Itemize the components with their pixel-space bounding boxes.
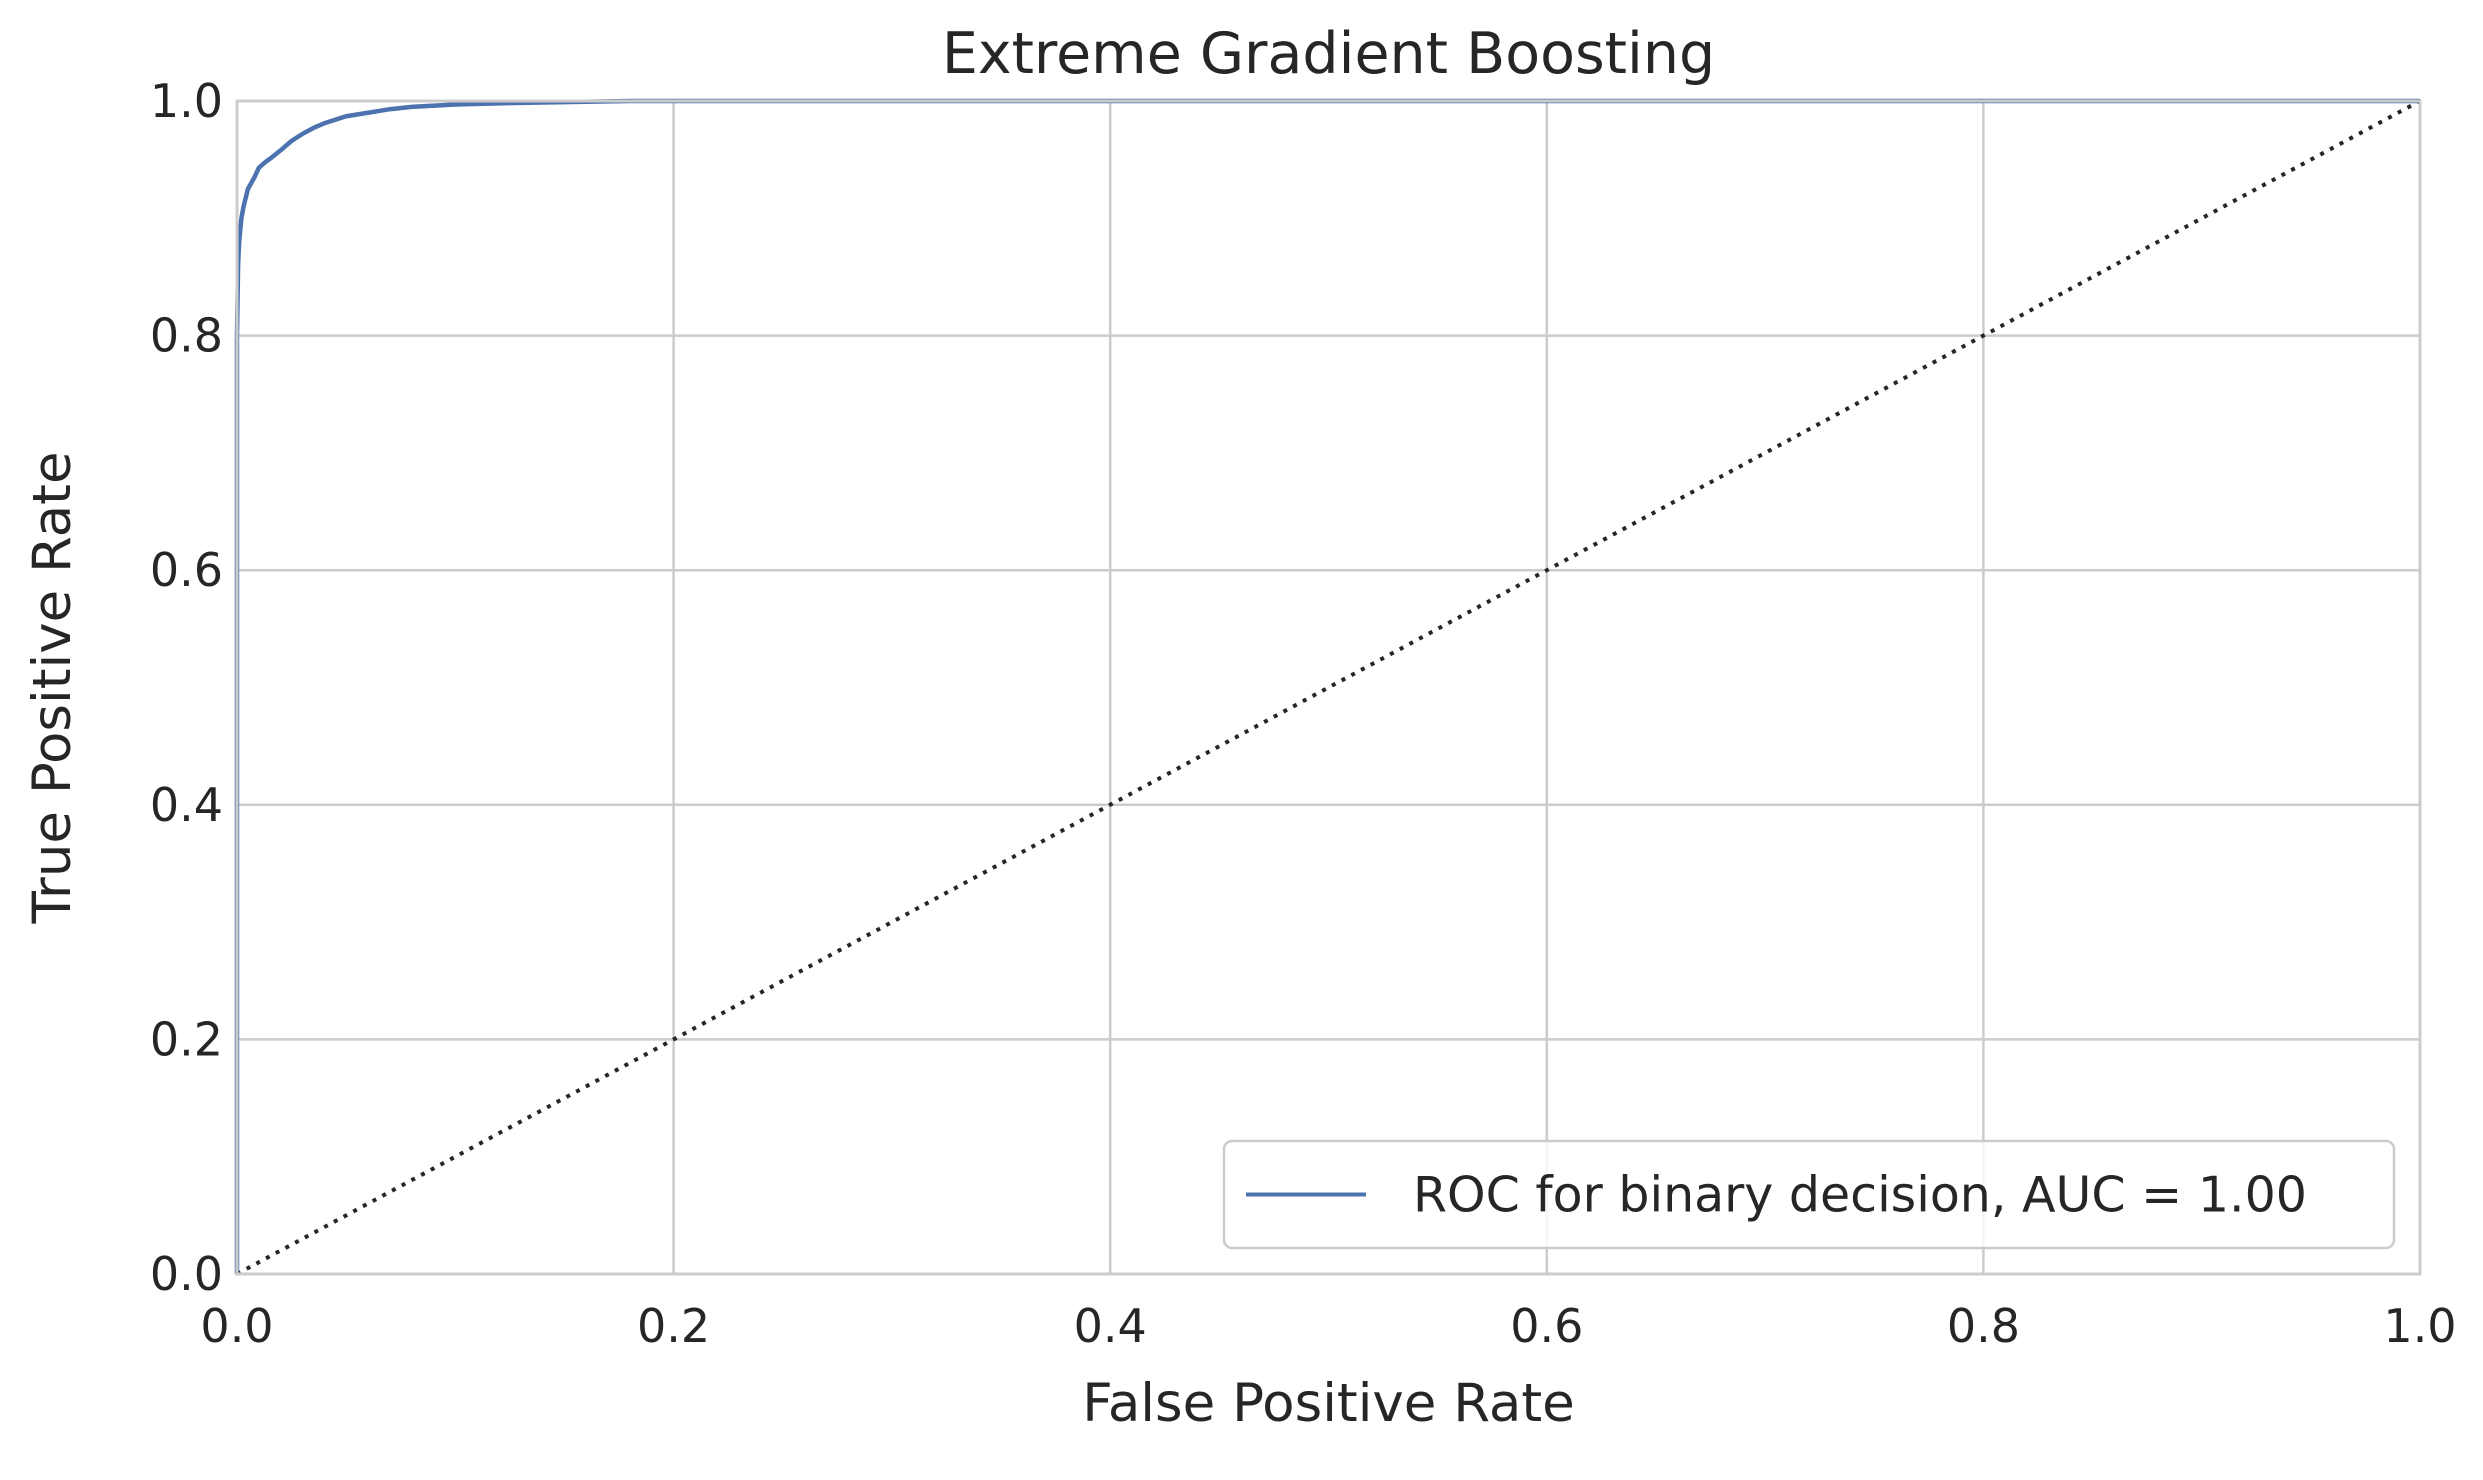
legend-label-roc: ROC for binary decision, AUC = 1.00 <box>1413 1167 2307 1224</box>
y-axis-label: True Positive Rate <box>22 451 83 924</box>
y-tick-label: 0.0 <box>150 1247 223 1301</box>
chance-diagonal-line <box>236 99 2421 1276</box>
y-tick-label: 0.8 <box>150 309 223 363</box>
legend: ROC for binary decision, AUC = 1.00 <box>1222 1139 2396 1250</box>
y-tick-label: 1.0 <box>150 74 223 128</box>
series-layer <box>234 98 2421 1276</box>
y-tick-label: 0.6 <box>150 543 223 597</box>
x-tick-label: 0.2 <box>637 1299 710 1353</box>
legend-box <box>1222 1139 2396 1250</box>
x-tick-label: 1.0 <box>2383 1299 2456 1353</box>
x-tick-label: 0.6 <box>1510 1299 1583 1353</box>
plot-area-frame <box>235 99 2422 1276</box>
chart-title: Extreme Gradient Boosting <box>942 21 1715 87</box>
y-tick-label: 0.4 <box>150 778 223 832</box>
roc-curve-line <box>234 98 2420 1274</box>
y-tick-labels: 0.0 0.2 0.4 0.6 0.8 1.0 <box>150 74 223 1301</box>
x-axis-label: False Positive Rate <box>1082 1373 1575 1434</box>
x-tick-label: 0.4 <box>1074 1299 1147 1353</box>
y-tick-label: 0.2 <box>150 1012 223 1066</box>
x-tick-labels: 0.0 0.2 0.4 0.6 0.8 1.0 <box>200 1299 2456 1353</box>
grid-lines <box>235 99 2422 1276</box>
x-tick-label: 0.0 <box>200 1299 273 1353</box>
x-tick-label: 0.8 <box>1947 1299 2020 1353</box>
